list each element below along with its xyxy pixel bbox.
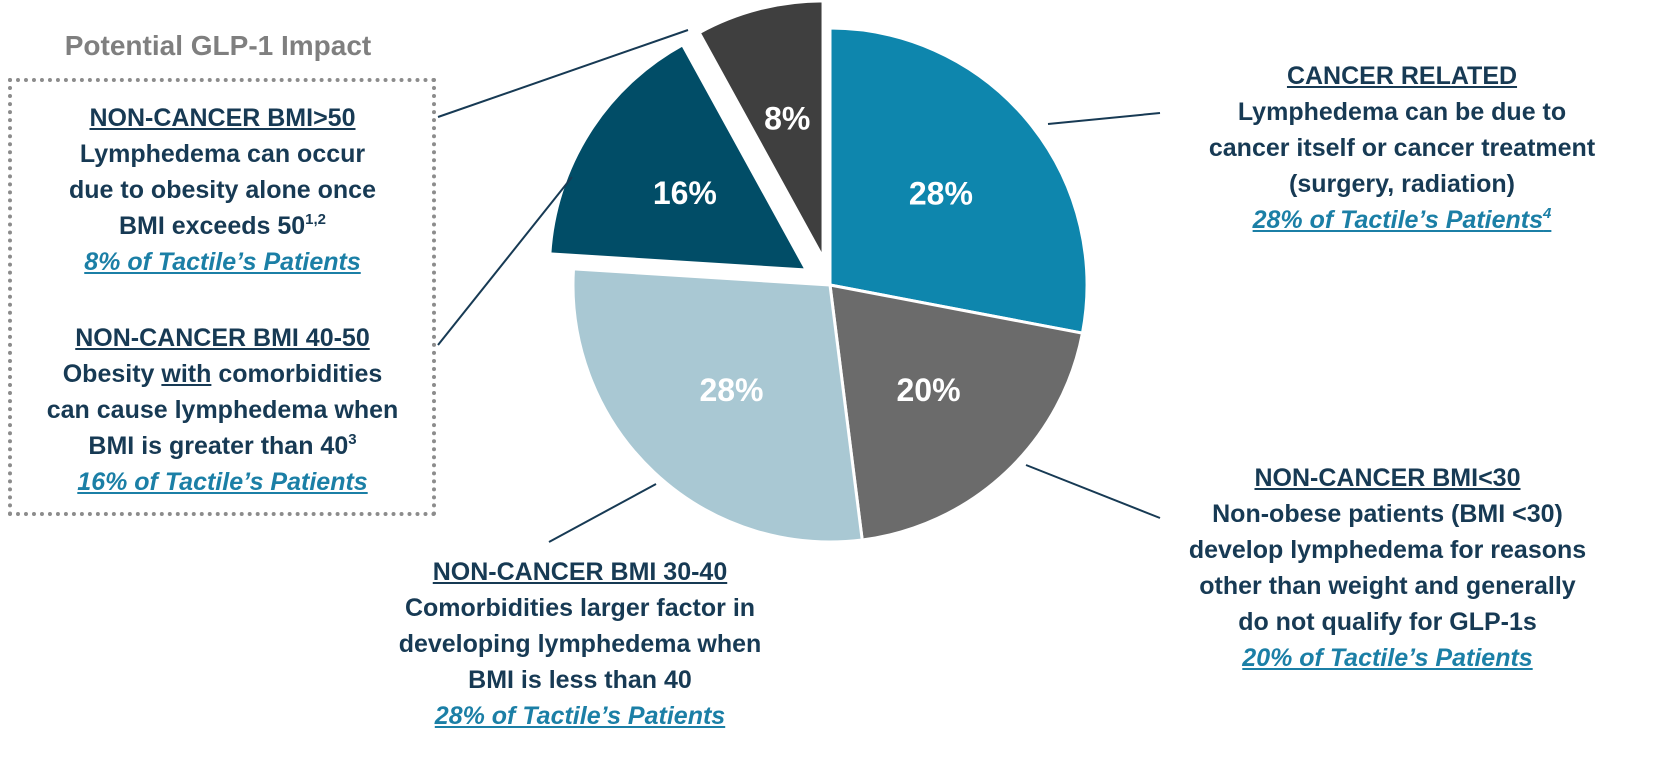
callout-cancer-related-line1: Lymphedema can be due to bbox=[1237, 98, 1567, 126]
callout-bmi-30-40-patients-link[interactable]: 28% of Tactile’s Patients bbox=[434, 702, 726, 730]
callout-bmi-30-40-heading: NON-CANCER BMI 30-40 bbox=[432, 558, 728, 586]
callout-bmi-over-50-line3: BMI exceeds 501,2 bbox=[20, 208, 425, 244]
callout-cancer-related-footnote: 4 bbox=[1543, 205, 1552, 222]
pie-label-non-cancer-bmi-50: 8% bbox=[764, 100, 810, 136]
leader-line-bmi40-50 bbox=[437, 176, 573, 346]
callout-bmi-over-50-footnote: 1,2 bbox=[305, 211, 327, 228]
impact-group-title: Potential GLP-1 Impact bbox=[64, 30, 372, 61]
pie-label-non-cancer-bmi-30: 20% bbox=[896, 372, 960, 408]
callout-bmi-under-30-line4: do not qualify for GLP-1s bbox=[1238, 608, 1537, 636]
pie-slices bbox=[548, 0, 1089, 544]
callout-bmi-under-30-line1: Non-obese patients (BMI <30) bbox=[1212, 500, 1563, 528]
pie-value-labels: 28% 20% 28% 16% 8% bbox=[653, 100, 973, 407]
callout-cancer-related-heading: CANCER RELATED bbox=[1286, 62, 1518, 90]
impact-group-box bbox=[8, 78, 436, 516]
callout-bmi-under-30-heading: NON-CANCER BMI<30 bbox=[1254, 464, 1521, 492]
callout-bmi-over-50-heading: NON-CANCER BMI>50 bbox=[89, 104, 356, 132]
callout-bmi-30-40-line1: Comorbidities larger factor in bbox=[404, 594, 756, 622]
pie-slice-non-cancer-bmi-50 bbox=[697, 0, 825, 259]
callout-bmi-30-40-line2: developing lymphedema when bbox=[398, 630, 762, 658]
pie-slice-non-cancer-bmi-40-50 bbox=[548, 42, 809, 272]
callout-bmi-40-50-line3: BMI is greater than 403 bbox=[20, 428, 425, 464]
pie-label-non-cancer-bmi-30-40: 28% bbox=[699, 372, 763, 408]
pie-slice-non-cancer-bmi-30-40 bbox=[571, 267, 864, 544]
callout-bmi-40-50-patients-link[interactable]: 16% of Tactile’s Patients bbox=[77, 468, 368, 496]
leader-line-bmi50 bbox=[437, 29, 689, 118]
callout-bmi-30-40-line3: BMI is less than 40 bbox=[468, 666, 692, 694]
callout-bmi-30-40: NON-CANCER BMI 30-40 Comorbidities large… bbox=[380, 554, 780, 734]
leader-line-bmi-lt30 bbox=[1025, 464, 1161, 519]
callout-cancer-related: CANCER RELATED Lymphedema can be due to … bbox=[1155, 58, 1649, 238]
callout-bmi-under-30-patients-link[interactable]: 20% of Tactile’s Patients bbox=[1242, 644, 1533, 672]
leader-line-bmi30-40 bbox=[548, 483, 657, 543]
callout-bmi-40-50-line2: can cause lymphedema when bbox=[46, 396, 399, 424]
callout-cancer-related-patients-text: 28% of Tactile’s Patients bbox=[1252, 206, 1544, 234]
callout-bmi-40-50-line1-post: comorbidities bbox=[211, 360, 383, 388]
callout-bmi-40-50-heading: NON-CANCER BMI 40-50 bbox=[75, 324, 370, 352]
callout-bmi-under-30-line2: develop lymphedema for reasons bbox=[1188, 536, 1587, 564]
callout-bmi-under-30: NON-CANCER BMI<30 Non-obese patients (BM… bbox=[1140, 460, 1635, 676]
pie-slice-non-cancer-bmi-30 bbox=[828, 283, 1085, 542]
callout-bmi-40-50-line1: Obesity with comorbidities bbox=[20, 356, 425, 392]
callout-bmi-over-50-line1: Lymphedema can occur bbox=[79, 140, 366, 168]
callout-cancer-related-patients-link[interactable]: 28% of Tactile’s Patients4 bbox=[1155, 202, 1649, 238]
leader-lines bbox=[437, 29, 1161, 543]
leader-line-cancer bbox=[1047, 112, 1161, 125]
pie-label-non-cancer-bmi-40-50: 16% bbox=[653, 175, 717, 211]
callout-cancer-related-line3: (surgery, radiation) bbox=[1289, 170, 1515, 198]
callout-bmi-40-50-line1-with: with bbox=[161, 360, 212, 388]
callout-bmi-40-50-line3-text: BMI is greater than 40 bbox=[88, 432, 349, 460]
callout-bmi-over-50: NON-CANCER BMI>50 Lymphedema can occur d… bbox=[20, 100, 425, 280]
callout-bmi-under-30-line3: other than weight and generally bbox=[1199, 572, 1576, 600]
callout-bmi-40-50-footnote: 3 bbox=[348, 431, 357, 448]
callout-bmi-over-50-line2: due to obesity alone once bbox=[69, 176, 376, 204]
callout-bmi-over-50-patients-link[interactable]: 8% of Tactile’s Patients bbox=[84, 248, 361, 276]
callout-bmi-40-50: NON-CANCER BMI 40-50 Obesity with comorb… bbox=[20, 320, 425, 500]
callout-bmi-over-50-line3-text: BMI exceeds 50 bbox=[118, 212, 306, 240]
callout-cancer-related-line2: cancer itself or cancer treatment bbox=[1208, 134, 1596, 162]
callout-bmi-40-50-line1-pre: Obesity bbox=[62, 360, 162, 388]
pie-slice-cancer-related bbox=[828, 26, 1089, 335]
pie-label-cancer-related: 28% bbox=[909, 175, 973, 211]
